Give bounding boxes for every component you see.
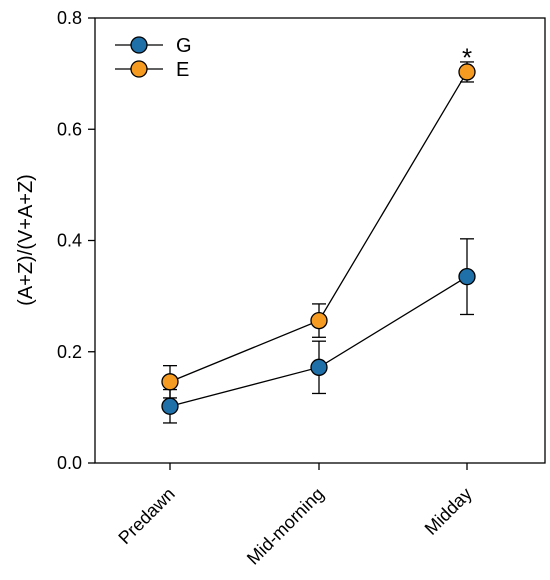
tick-labels: 0.0 0.2 0.4 0.6 0.8 Predawn Mid-morning Midday (57, 8, 476, 569)
data-point (458, 268, 476, 286)
x-tick-label: Mid-morning (243, 484, 328, 569)
y-axis-label: (A+Z)/(V+A+Z) (15, 174, 37, 306)
y-tick-label: 0.2 (57, 342, 82, 362)
significance-marker: * (462, 43, 472, 73)
y-tick-label: 0.4 (57, 231, 82, 251)
series-E (161, 61, 476, 399)
series-G (161, 238, 476, 424)
data-point (310, 311, 328, 330)
legend-marker (130, 60, 148, 78)
legend-item-G: G (115, 35, 192, 57)
legend-label: G (176, 35, 192, 57)
data-point (458, 63, 476, 81)
legend: GE (115, 35, 192, 81)
series: * (161, 43, 476, 424)
data-point (310, 358, 328, 376)
legend-item-E: E (115, 59, 189, 81)
legend-label: E (176, 59, 189, 81)
y-tick-label: 0.0 (57, 453, 82, 473)
axes (88, 17, 546, 470)
data-point (161, 373, 179, 391)
y-tick-label: 0.8 (57, 8, 82, 28)
y-tick-label: 0.6 (57, 119, 82, 139)
data-point (161, 397, 179, 415)
x-tick-label: Predawn (114, 484, 178, 548)
plot-frame (94, 17, 546, 464)
legend-marker (130, 36, 148, 54)
x-tick-label: Midday (421, 484, 476, 539)
